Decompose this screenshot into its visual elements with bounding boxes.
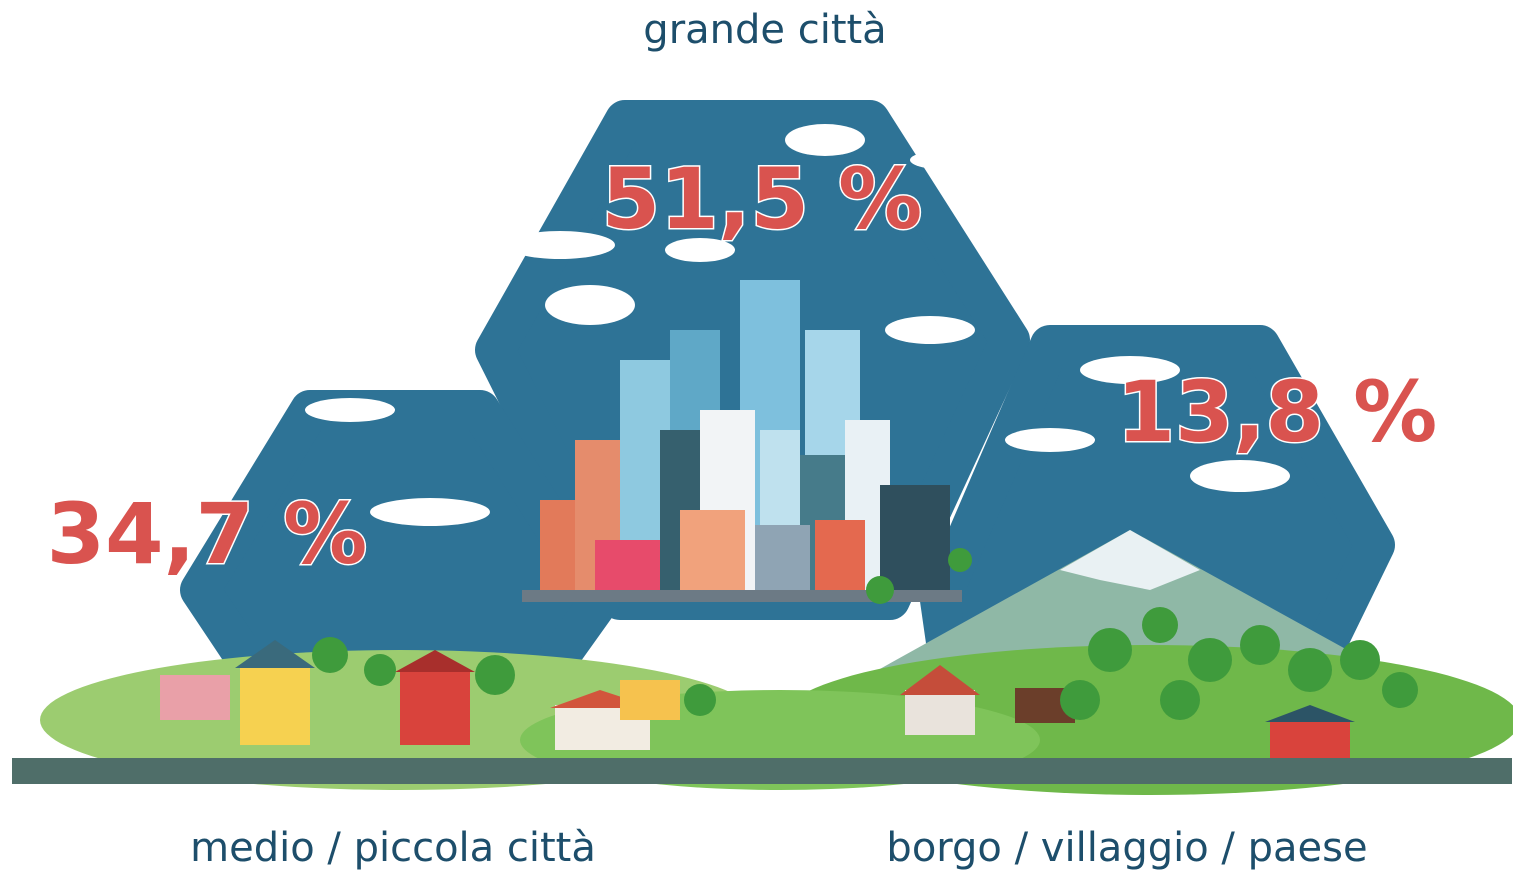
- share-value: 51,5 %: [602, 150, 923, 248]
- bottom-label: medio / piccola città: [190, 825, 596, 871]
- share-value: 13,8 %: [1117, 363, 1438, 461]
- bottom-label: borgo / villaggio / paese: [886, 825, 1367, 871]
- share-value: 34,7 %: [47, 485, 368, 583]
- ground: [12, 758, 1512, 784]
- infographic: grande città 51,5 % 34,7 % 13,8 % medio …: [0, 0, 1513, 873]
- top-label: grande città: [643, 7, 886, 53]
- page: {"title": "grande città", "panels": [ {"…: [0, 0, 1513, 873]
